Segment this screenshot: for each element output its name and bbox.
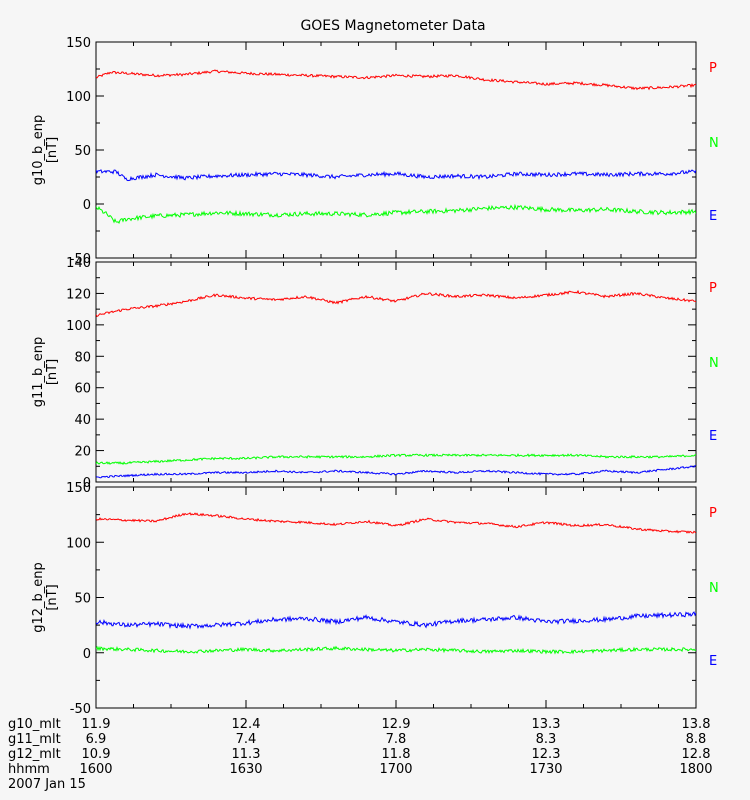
x-tick-label: 12.9 <box>382 717 411 732</box>
series-line-n <box>96 645 696 655</box>
x-tick-label: 7.8 <box>386 732 407 747</box>
y-tick-label: 100 <box>66 90 91 105</box>
y-tick-label: 0 <box>83 647 91 662</box>
y-axis-unit: [nT] <box>45 137 60 163</box>
legend-p: P <box>709 61 717 76</box>
x-row-label: g11_mlt <box>8 732 61 747</box>
x-tick-label: 11.8 <box>382 747 411 762</box>
series-line-p <box>96 289 696 318</box>
legend-e: E <box>709 209 717 224</box>
y-tick-label: 150 <box>66 36 91 51</box>
y-axis-unit: [nT] <box>45 359 60 385</box>
y-tick-label: 100 <box>66 319 91 334</box>
y-tick-label: 40 <box>74 413 91 428</box>
x-tick-label: 12.4 <box>232 717 261 732</box>
panel-1: -50 0 50 100 150 g10_b_enp [nT] P N E <box>31 36 719 267</box>
series-line-e <box>96 169 696 182</box>
series-line-e <box>96 465 696 479</box>
y-axis-label: g12_b_enp <box>31 562 46 633</box>
y-tick-label: 120 <box>66 287 91 302</box>
x-tick-label: 11.9 <box>82 717 111 732</box>
x-tick-label: 12.8 <box>682 747 711 762</box>
y-tick-label: -50 <box>70 252 91 267</box>
y-tick-label: 100 <box>66 536 91 551</box>
y-tick-label: 0 <box>83 476 91 491</box>
legend-e: E <box>709 429 717 444</box>
y-axis-label: g11_b_enp <box>31 337 46 408</box>
plot-frame <box>95 261 697 483</box>
legend-n: N <box>709 136 719 151</box>
y-tick-label: -50 <box>70 702 91 717</box>
y-tick-label: 20 <box>74 445 91 460</box>
y-axis-label: g10_b_enp <box>31 115 46 186</box>
x-tick-label: 1630 <box>229 762 262 777</box>
y-tick-label: 50 <box>74 144 91 159</box>
x-tick-label: 1600 <box>79 762 112 777</box>
x-tick-label: 12.3 <box>532 747 561 762</box>
date-label: 2007 Jan 15 <box>8 777 86 792</box>
x-axis-rows: g10_mlt 11.9 12.4 12.9 13.3 13.8 g11_mlt 6.9 7.4… <box>8 717 713 792</box>
y-tick-label: 140 <box>66 256 91 271</box>
x-row-label: g12_mlt <box>8 747 61 762</box>
x-tick-label: 1700 <box>379 762 412 777</box>
plot-frame <box>95 486 697 709</box>
series-line-p <box>96 69 696 91</box>
y-tick-label: 0 <box>83 198 91 213</box>
legend-n: N <box>709 581 719 596</box>
x-tick-label: 1730 <box>529 762 562 777</box>
x-tick-label: 8.8 <box>686 732 707 747</box>
series-line-n <box>96 203 696 225</box>
panel-2: 0 20 40 60 80 100 120 140 g11_b_enp [nT] P N E <box>31 256 719 491</box>
legend-e: E <box>709 654 717 669</box>
legend-n: N <box>709 356 719 371</box>
series-line-e <box>96 611 696 630</box>
series-line-p <box>96 512 696 534</box>
legend-p: P <box>709 506 717 521</box>
y-tick-label: 60 <box>74 382 91 397</box>
y-axis-unit: [nT] <box>45 584 60 610</box>
x-tick-label: 6.9 <box>86 732 107 747</box>
panel-3: -50 0 50 100 150 g12_b_enp [nT] P N E <box>31 481 719 717</box>
x-tick-label: 1800 <box>679 762 712 777</box>
x-row-label: g10_mlt <box>8 717 61 732</box>
x-row-label: hhmm <box>8 762 50 777</box>
y-tick-label: 150 <box>66 481 91 496</box>
chart-title: GOES Magnetometer Data <box>300 18 485 34</box>
x-tick-label: 7.4 <box>236 732 257 747</box>
x-tick-label: 11.3 <box>232 747 261 762</box>
series-line-n <box>96 453 696 466</box>
legend-p: P <box>709 281 717 296</box>
x-tick-label: 8.3 <box>536 732 557 747</box>
x-tick-label: 13.8 <box>682 717 711 732</box>
y-tick-label: 80 <box>74 350 91 365</box>
x-tick-label: 13.3 <box>532 717 561 732</box>
x-tick-label: 10.9 <box>82 747 111 762</box>
y-tick-label: 50 <box>74 592 91 607</box>
